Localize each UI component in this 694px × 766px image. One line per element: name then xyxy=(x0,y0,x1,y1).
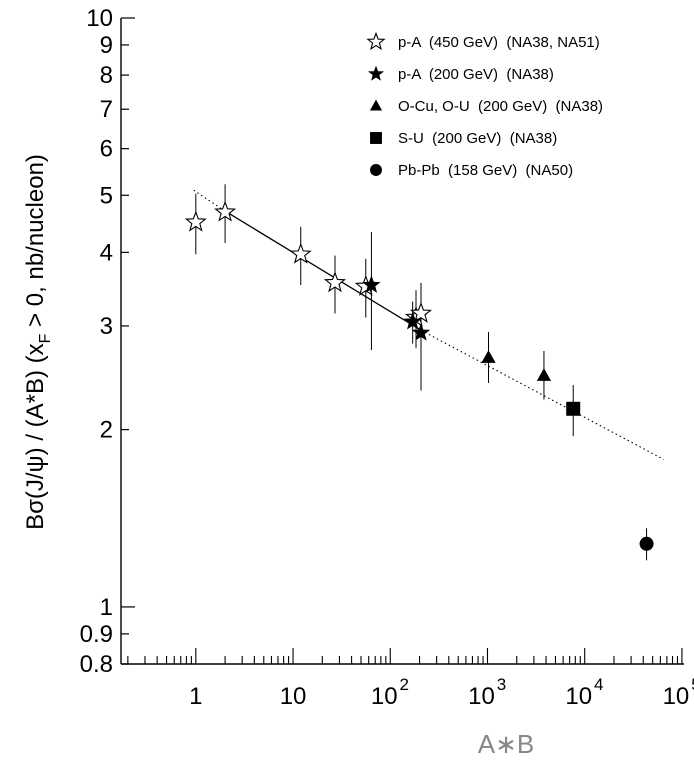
legend-marker xyxy=(366,31,386,51)
x-tick-label: 10 xyxy=(468,683,495,710)
y-axis-title-rest: > 0, nb/nucleon) xyxy=(22,154,49,333)
legend-marker xyxy=(370,132,382,144)
data-points xyxy=(184,184,654,561)
data-point xyxy=(639,536,654,551)
fit-line-dotted xyxy=(193,189,226,212)
legend: p-A (450 GeV) (NA38, NA51) p-A (200 GeV) … xyxy=(366,31,603,179)
y-tick-label: 10 xyxy=(86,5,113,32)
y-tick-label: 0.8 xyxy=(80,651,113,678)
legend-marker xyxy=(370,164,382,176)
y-tick-label: 8 xyxy=(100,62,113,89)
data-point xyxy=(566,401,581,416)
x-tick-label: 10 xyxy=(565,683,592,710)
y-tick-label: 5 xyxy=(100,182,113,209)
x-axis-title: A∗B xyxy=(478,729,534,759)
data-point xyxy=(214,200,237,222)
x-tick-exponent: 2 xyxy=(400,675,409,694)
data-point xyxy=(323,271,346,293)
fit-line-dotted xyxy=(420,329,665,460)
legend-marker xyxy=(368,65,384,81)
plot-frame xyxy=(120,18,684,665)
y-tick-label: 6 xyxy=(100,136,113,163)
data-point xyxy=(403,312,422,330)
data-point xyxy=(481,350,496,363)
fit-line-solid xyxy=(224,210,422,331)
y-axis-title: Bσ(J/ψ) / (A*B) (xF > 0, nb/nucleon) xyxy=(22,154,54,530)
legend-entry-label: O-Cu, O-U (200 GeV) (NA38) xyxy=(398,98,603,115)
y-tick-label: 1 xyxy=(100,594,113,621)
y-tick-label: 0.9 xyxy=(80,621,113,648)
x-tick-exponent: 3 xyxy=(497,675,506,694)
y-axis-ticks: 0.8 0.91 2 3 4 5 6 7 8 910 xyxy=(80,5,135,678)
y-tick-label: 9 xyxy=(100,32,113,59)
y-tick-label: 3 xyxy=(100,313,113,340)
y-axis-title-main: Bσ(J/ψ) / (A*B) (x xyxy=(22,343,49,530)
x-tick-label: 1 xyxy=(189,683,202,710)
x-tick-label: 10 xyxy=(663,683,690,710)
legend-entry-label: Pb-Pb (158 GeV) (NA50) xyxy=(398,162,573,179)
x-tick-exponent: 4 xyxy=(594,675,603,694)
data-point xyxy=(184,210,207,232)
y-tick-label: 2 xyxy=(100,417,113,444)
data-point xyxy=(289,242,312,264)
data-point xyxy=(536,368,552,381)
x-tick-label: 10 xyxy=(371,683,398,710)
x-tick-label: 10 xyxy=(280,683,307,710)
data-point xyxy=(411,323,431,341)
y-tick-label: 7 xyxy=(100,96,113,123)
legend-entry-label: p-A (200 GeV) (NA38) xyxy=(398,66,554,83)
y-axis-title-subscript: F xyxy=(37,333,54,343)
x-tick-exponent: 5 xyxy=(691,675,694,694)
legend-marker xyxy=(369,99,383,111)
legend-entry-label: S-U (200 GeV) (NA38) xyxy=(398,130,557,147)
legend-entry-label: p-A (450 GeV) (NA38, NA51) xyxy=(398,34,600,51)
x-axis-ticks: 110102103104105 xyxy=(127,648,694,710)
data-point xyxy=(409,301,432,323)
data-point xyxy=(362,275,381,293)
y-tick-label: 4 xyxy=(100,239,113,266)
fit-line xyxy=(193,189,665,460)
